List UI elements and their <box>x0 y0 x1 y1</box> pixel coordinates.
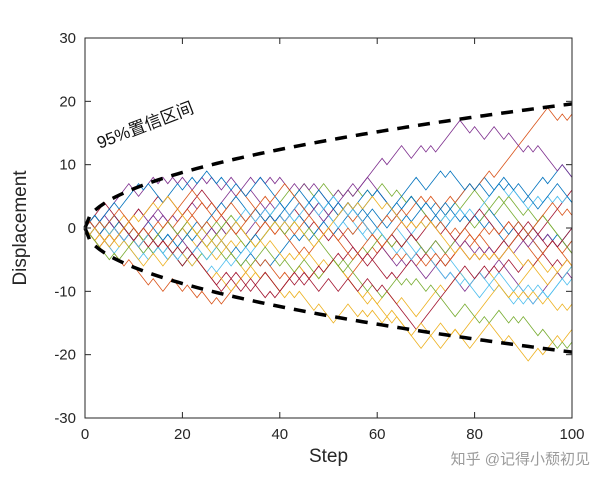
lower-confidence-bound <box>83 227 573 354</box>
x-tick-label: 40 <box>271 426 288 443</box>
random-walk-trace <box>84 202 573 292</box>
x-tick-label: 60 <box>369 426 386 443</box>
y-tick-label: 10 <box>59 157 76 174</box>
watermark-text: 知乎 @记得小颓初见 <box>451 451 590 468</box>
random-walk-trace <box>84 195 573 286</box>
x-tick-label: 80 <box>466 426 483 443</box>
x-axis-label: Step <box>309 446 348 467</box>
random-walk-trace <box>84 183 573 254</box>
random-walk-trace <box>84 214 573 349</box>
random-walk-traces <box>84 107 573 362</box>
random-walk-trace <box>84 119 573 229</box>
y-tick-label: 0 <box>68 220 76 237</box>
confidence-envelope <box>83 102 573 354</box>
random-walk-trace <box>84 214 573 349</box>
y-tick-label: -30 <box>54 410 76 427</box>
y-tick-label: -10 <box>54 283 76 300</box>
axes: 0 20 40 60 80 100 -30 -20 -10 0 10 20 30 <box>54 30 584 443</box>
x-tick-label: 100 <box>559 426 584 443</box>
y-tick-label: -20 <box>54 347 76 364</box>
upper-confidence-bound <box>83 102 573 229</box>
y-tick-label: 20 <box>59 93 76 110</box>
x-tick-label: 0 <box>81 426 89 443</box>
confidence-interval-annotation: 95%置信区间 <box>94 98 196 152</box>
random-walk-trace <box>84 195 573 267</box>
random-walk-trace <box>84 176 573 261</box>
x-tick-label: 20 <box>174 426 191 443</box>
random-walk-trace <box>84 195 573 305</box>
random-walk-trace <box>84 195 573 267</box>
random-walk-trace <box>84 227 573 362</box>
y-axis-label: Displacement <box>10 170 31 286</box>
random-walk-trace <box>84 189 573 248</box>
y-tick-label: 30 <box>59 30 76 47</box>
